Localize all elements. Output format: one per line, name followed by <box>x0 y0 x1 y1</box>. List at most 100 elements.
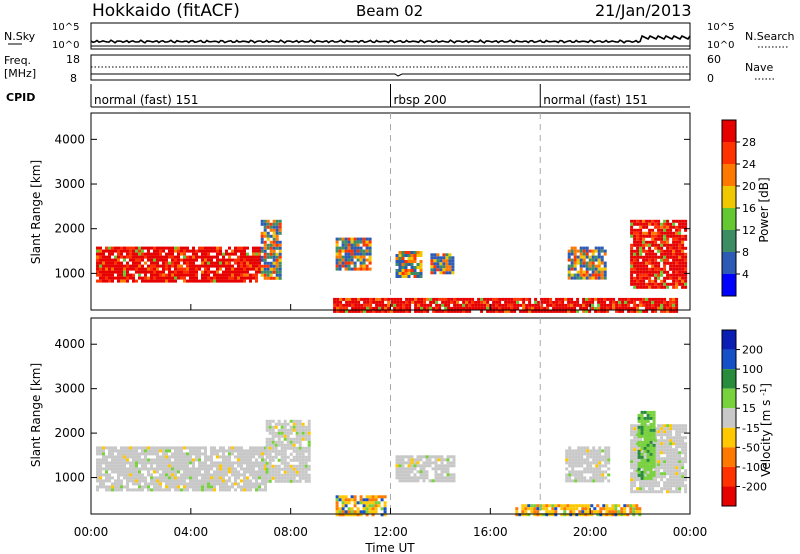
velocity-cell <box>159 449 162 453</box>
velocity-cell <box>666 484 670 488</box>
power-cell <box>126 246 129 250</box>
velocity-cell <box>225 479 228 483</box>
velocity-cell <box>660 433 664 437</box>
power-cell <box>192 270 195 274</box>
power-cell <box>666 225 670 229</box>
power-cell <box>684 261 688 265</box>
y-tick-label: 4000 <box>54 132 85 146</box>
velocity-cell <box>237 473 240 477</box>
velocity-cell <box>652 443 656 447</box>
velocity-cell <box>592 476 596 480</box>
velocity-cell <box>571 449 575 453</box>
power-cell <box>275 276 279 280</box>
power-cell <box>633 243 637 247</box>
velocity-cell <box>222 476 225 480</box>
velocity-cell <box>446 461 450 465</box>
velocity-cell <box>108 488 111 492</box>
power-cell <box>132 267 135 271</box>
velocity-cell <box>518 513 522 517</box>
power-cell <box>356 255 360 259</box>
velocity-cell <box>575 504 579 508</box>
power-cell <box>171 252 174 256</box>
power-cell <box>266 264 270 268</box>
velocity-cell <box>198 467 201 471</box>
power-cell <box>648 246 652 250</box>
velocity-cell <box>527 507 531 511</box>
velocity-cell <box>640 458 644 462</box>
velocity-cell <box>264 464 267 468</box>
velocity-cell <box>545 510 549 514</box>
velocity-cell <box>611 513 615 517</box>
velocity-cell <box>374 501 378 505</box>
velocity-cell <box>117 449 120 453</box>
power-cell <box>153 267 156 271</box>
velocity-cell <box>533 510 537 514</box>
velocity-cell <box>623 507 627 511</box>
power-cell <box>433 265 437 269</box>
velocity-cell <box>681 475 685 479</box>
power-cell <box>480 300 484 304</box>
velocity-cell <box>210 461 213 465</box>
velocity-cell <box>265 428 269 432</box>
velocity-cell <box>371 513 375 517</box>
power-cell <box>672 282 676 286</box>
velocity-cell <box>225 467 228 471</box>
velocity-cell <box>129 455 132 459</box>
velocity-cell <box>669 463 673 467</box>
power-cell <box>338 264 342 268</box>
power-cell <box>252 264 255 268</box>
power-cell <box>669 297 673 301</box>
velocity-cell <box>542 504 546 508</box>
power-cell <box>159 255 162 259</box>
velocity-cell <box>231 449 234 453</box>
power-cell <box>413 257 417 260</box>
power-cell <box>219 246 222 250</box>
velocity-cell <box>268 437 272 441</box>
power-cell <box>162 258 165 262</box>
velocity-cell <box>258 473 261 477</box>
velocity-cell <box>268 422 272 426</box>
power-cell <box>168 249 171 253</box>
power-cell <box>433 256 437 260</box>
power-cell <box>408 300 412 304</box>
power-cell <box>570 246 574 250</box>
power-cell <box>336 300 340 304</box>
velocity-cell <box>150 452 153 456</box>
velocity-cell <box>669 454 673 458</box>
power-cell <box>669 267 673 271</box>
velocity-cell <box>102 461 105 465</box>
velocity-cell <box>265 464 269 468</box>
power-cell <box>177 267 180 271</box>
velocity-cell <box>678 457 682 461</box>
velocity-cell <box>222 488 225 492</box>
power-cell <box>162 261 165 265</box>
velocity-cell <box>425 461 429 465</box>
velocity-cell <box>228 470 231 474</box>
power-cell <box>183 267 186 271</box>
power-cell <box>240 246 243 250</box>
power-cell <box>138 258 141 262</box>
power-cell <box>663 306 667 310</box>
power-cell <box>525 306 529 310</box>
power-cell <box>269 270 273 274</box>
velocity-cell <box>180 449 183 453</box>
velocity-cell <box>416 464 420 468</box>
power-cell <box>108 273 111 277</box>
velocity-cell <box>657 454 661 458</box>
power-cell <box>585 249 589 253</box>
power-cell <box>666 252 670 256</box>
velocity-cell <box>565 452 569 456</box>
velocity-cell <box>586 458 590 462</box>
velocity-cell <box>347 513 351 517</box>
power-cell <box>669 225 673 229</box>
power-cell <box>660 222 664 226</box>
power-cell <box>582 306 586 310</box>
velocity-cell <box>669 439 673 443</box>
velocity-cell <box>265 437 269 441</box>
power-cell <box>654 282 658 286</box>
velocity-cell <box>643 422 647 426</box>
velocity-cell <box>162 455 165 459</box>
power-cell <box>174 261 177 265</box>
velocity-cell <box>368 507 372 511</box>
velocity-cell <box>204 449 207 453</box>
